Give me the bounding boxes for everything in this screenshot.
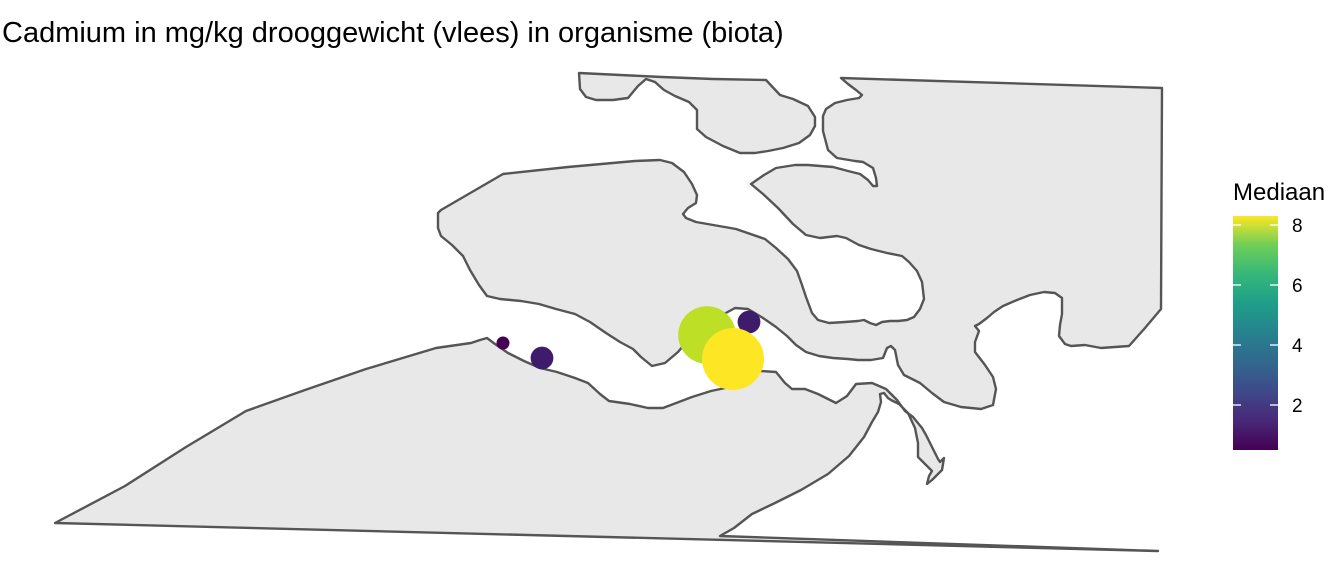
map-land-layer (53, 71, 1164, 553)
legend-colorbar (1233, 216, 1278, 450)
legend-tick-label: 6 (1292, 276, 1303, 297)
land-zeeuws-vlaanderen (53, 336, 1160, 553)
data-point-station-west (530, 346, 554, 370)
map-title: Cadmium in mg/kg drooggewicht (vlees) in… (2, 17, 784, 49)
legend-title: Mediaan (1233, 179, 1325, 206)
data-point-station-east-upper (737, 310, 761, 334)
legend-tick-label: 4 (1292, 336, 1303, 357)
legend-ticks: 2 4 6 8 (1233, 216, 1303, 417)
data-point-station-west-small (496, 336, 510, 350)
data-point-station-mid-largest (702, 328, 764, 390)
land-zuid-beveland (436, 76, 1164, 411)
legend-tick-label: 8 (1292, 216, 1303, 237)
legend-tick-label: 2 (1292, 396, 1303, 417)
land-schouwen (577, 71, 817, 155)
legend: Mediaan 2 4 6 8 (1233, 179, 1325, 450)
data-points-layer (496, 306, 764, 390)
